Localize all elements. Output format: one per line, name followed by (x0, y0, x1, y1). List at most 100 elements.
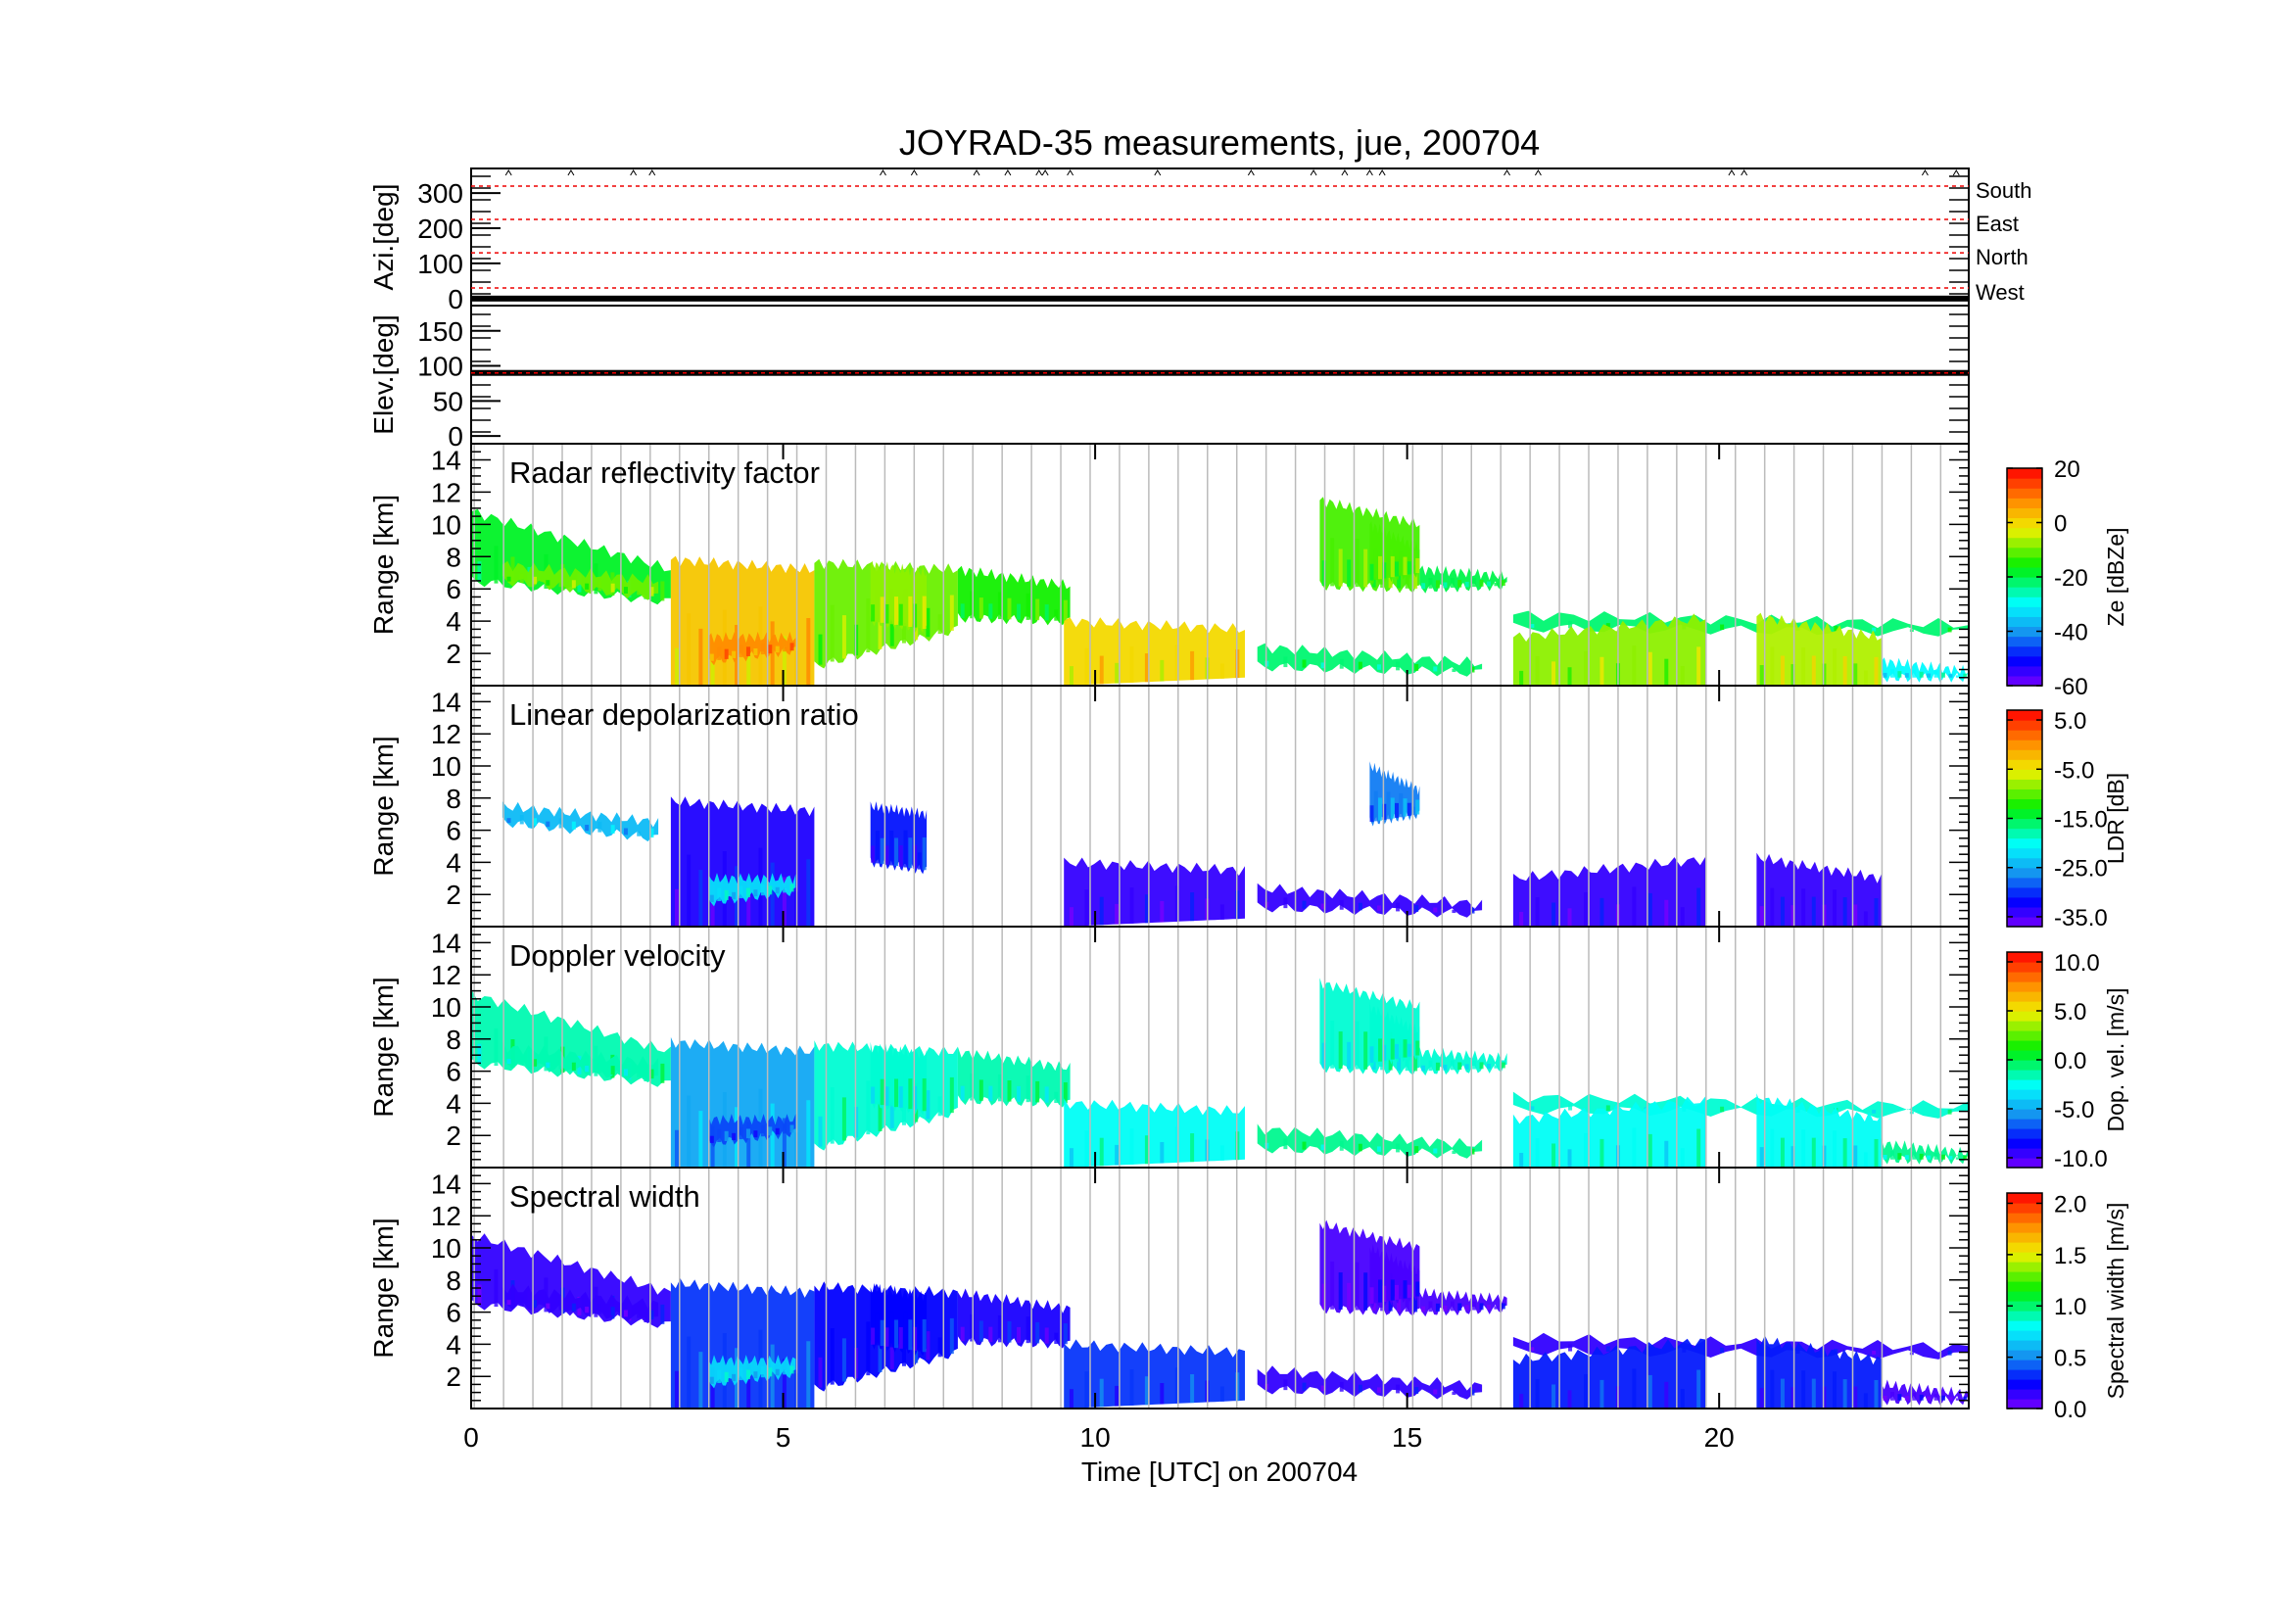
colorbar-segment (2007, 517, 2042, 529)
scan-marker-caret (1921, 169, 1929, 176)
colorbar-segment (2007, 1242, 2042, 1253)
colorbar-segment (2007, 1050, 2042, 1061)
colorbar-segment (2007, 1021, 2042, 1031)
azi-axis-label: Azi.[deg] (368, 184, 399, 291)
colorbar-segment (2007, 808, 2042, 820)
echo-region (1064, 1339, 1245, 1409)
echo-region (1881, 1379, 1969, 1406)
echo-region (708, 1114, 796, 1148)
colorbar-segment (2007, 488, 2042, 499)
colorbar-segment (2007, 730, 2042, 740)
colorbar-segment (2007, 1350, 2042, 1361)
echo-region (1756, 1093, 1882, 1168)
x-tick-label: 20 (1704, 1422, 1735, 1453)
colorbar-segment (2007, 1099, 2042, 1110)
scan-marker-caret (880, 169, 886, 176)
colorbar-segment (2007, 1301, 2042, 1312)
echo-region (1369, 761, 1420, 827)
colorbar-segment (2007, 527, 2042, 539)
sw-panel-title: Spectral width (509, 1179, 700, 1214)
colorbar-segment (2007, 877, 2042, 888)
ze-echo-layer (471, 497, 1969, 686)
y-tick-label: 14 (431, 1169, 461, 1199)
scan-marker-caret (973, 169, 980, 176)
colorbar-segment (2007, 1138, 2042, 1149)
scan-marker-caret (504, 169, 512, 176)
colorbar-segment (2007, 645, 2042, 657)
echo-region (708, 631, 796, 666)
colorbar-segment (2007, 991, 2042, 1002)
y-tick-label: 100 (417, 249, 463, 279)
colorbar-segment (2007, 1399, 2042, 1409)
y-tick-label: 10 (431, 992, 461, 1023)
direction-label: West (1976, 280, 2025, 305)
echo-region (501, 1283, 659, 1324)
chart-title: JOYRAD-35 measurements, jue, 200704 (899, 122, 1540, 163)
colorbar-segment (2007, 1340, 2042, 1351)
x-tick-label: 10 (1080, 1422, 1111, 1453)
colorbar-segment (2007, 468, 2042, 479)
y-tick-label: 300 (417, 178, 463, 209)
echo-region (957, 1288, 1071, 1349)
colorbar-segment (2007, 577, 2042, 588)
colorbar-segment (2007, 886, 2042, 898)
y-tick-label: 12 (431, 719, 461, 749)
y-tick-label: 8 (446, 542, 461, 572)
y-tick-label: 0 (448, 284, 463, 314)
colorbar-segment (2007, 818, 2042, 830)
vel-axis-label: Range [km] (368, 977, 399, 1117)
y-tick-label: 2 (446, 1361, 461, 1392)
echo-region (670, 555, 815, 686)
scan-marker-caret (1067, 169, 1074, 176)
y-tick-label: 100 (417, 352, 463, 382)
colorbar-segment (2007, 779, 2042, 789)
colorbar-segment (2007, 740, 2042, 750)
y-tick-label: 8 (446, 1266, 461, 1296)
y-tick-label: 8 (446, 784, 461, 814)
colorbar-tick-label: -25.0 (2054, 856, 2108, 883)
ldr-echo-layer (501, 761, 1882, 927)
echo-region (670, 1278, 815, 1409)
echo-region (1512, 613, 1707, 686)
colorbar-segment (2007, 597, 2042, 607)
echo-region (670, 1036, 815, 1168)
ldr-axis-label: Range [km] (368, 736, 399, 876)
echo-region (1881, 657, 1969, 683)
colorbar-segment (2007, 537, 2042, 549)
colorbar-segment (2007, 1271, 2042, 1282)
echo-region (1512, 1091, 1969, 1119)
colorbar-segment (2007, 1281, 2042, 1292)
y-tick-label: 10 (431, 1233, 461, 1264)
scan-marker-caret (1041, 169, 1049, 176)
ze-colorbar-label: Ze [dBZe] (2103, 528, 2128, 627)
colorbar-segment (2007, 498, 2042, 508)
echo-region (1064, 617, 1245, 686)
echo-region (1369, 1244, 1420, 1309)
colorbar-segment (2007, 587, 2042, 597)
colorbar-segment (2007, 1089, 2042, 1100)
colorbar-segment (2007, 1389, 2042, 1400)
y-tick-label: 2 (446, 1121, 461, 1151)
echo-region (1064, 1098, 1245, 1168)
colorbar-segment (2007, 1079, 2042, 1090)
sw-axis-label: Range [km] (368, 1218, 399, 1358)
colorbar-segment (2007, 867, 2042, 879)
vel-echo-layer (471, 978, 1969, 1168)
elev-trace (471, 369, 1969, 376)
y-tick-label: 4 (446, 606, 461, 637)
scan-marker-caret (1154, 169, 1162, 176)
echo-region (1512, 854, 1707, 927)
colorbar-tick-label: -40 (2054, 620, 2088, 646)
colorbar-segment (2007, 1060, 2042, 1071)
scan-marker-caret (1310, 169, 1317, 176)
y-tick-label: 10 (431, 751, 461, 782)
echo-region (501, 1041, 659, 1083)
vel-colorbar-label: Dop. vel. [m/s] (2103, 988, 2128, 1132)
colorbar-tick-label: -35.0 (2054, 905, 2108, 931)
colorbar-segment (2007, 616, 2042, 628)
azi-trace (471, 295, 1969, 302)
colorbar-segment (2007, 981, 2042, 992)
colorbar-segment (2007, 1158, 2042, 1169)
